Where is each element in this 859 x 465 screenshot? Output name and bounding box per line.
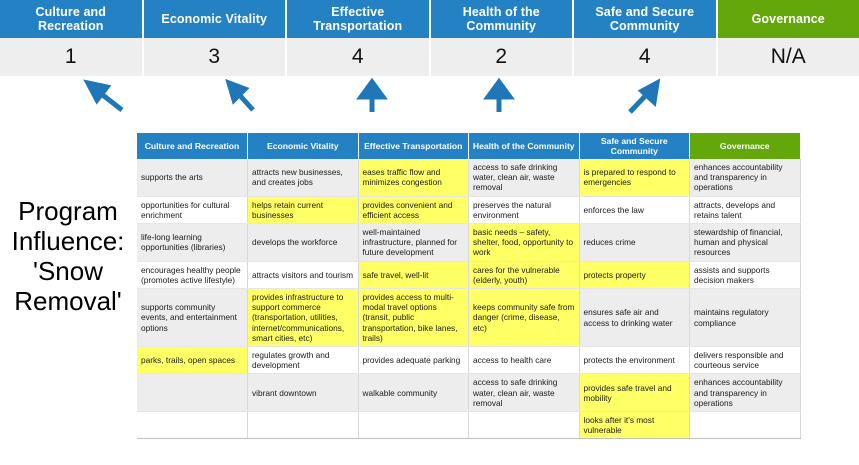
matrix-cell-highlighted: provides convenient and efficient access bbox=[358, 196, 469, 225]
table-row: life-long learning opportunities (librar… bbox=[137, 223, 801, 262]
scorecard-value-culture-and-recreation: 1 bbox=[0, 38, 144, 76]
scorecard-header-governance: Governance bbox=[717, 0, 859, 38]
matrix-cell: maintains regulatory compliance bbox=[689, 288, 801, 348]
table-row: parks, trails, open spaces regulates grow… bbox=[137, 346, 801, 375]
matrix-cell: assists and supports decision makers bbox=[689, 261, 801, 290]
matrix-cell: encourages healthy people (promotes acti… bbox=[137, 261, 248, 290]
matrix-column-header-health-of-the-community: Health of the Community bbox=[468, 133, 580, 159]
matrix-cell bbox=[358, 411, 469, 440]
matrix-cell: attracts, develops and retains talent bbox=[689, 196, 801, 225]
table-row: looks after it's most vulnerable bbox=[137, 411, 801, 440]
matrix-cell: delivers responsible and courteous servi… bbox=[689, 346, 801, 375]
matrix-header: Culture and Recreation Economic Vitality E… bbox=[137, 133, 801, 159]
matrix-cell: supports the arts bbox=[137, 159, 248, 197]
matrix-cell: access to health care bbox=[468, 346, 580, 375]
matrix-cell: reduces crime bbox=[579, 223, 690, 262]
matrix-cell-highlighted: safe travel, well-lit bbox=[358, 261, 469, 290]
table-row: vibrant downtown walkable community access… bbox=[137, 373, 801, 413]
matrix-cell: opportunities for cultural enrichment bbox=[137, 196, 248, 225]
matrix-cell: life-long learning opportunities (librar… bbox=[137, 223, 248, 262]
arrow-safe-and-secure-community bbox=[628, 78, 661, 114]
outcomes-matrix-table: Culture and Recreation Economic Vitality E… bbox=[137, 133, 801, 440]
program-influence-caption: Program Influence: 'Snow Removal' bbox=[2, 196, 134, 316]
matrix-cell-highlighted: cares for the vulnerable (elderly, youth… bbox=[468, 261, 580, 290]
matrix-body: supports the arts attracts new businesses… bbox=[137, 159, 801, 440]
matrix-column-header-safe-and-secure-community: Safe and Secure Community bbox=[579, 133, 690, 159]
matrix-column-header-governance: Governance bbox=[689, 133, 801, 159]
matrix-cell: ensures safe air and access to drinking … bbox=[579, 288, 690, 348]
matrix-cell bbox=[137, 411, 248, 440]
matrix-cell-highlighted: is prepared to respond to emergencies bbox=[579, 159, 690, 197]
matrix-cell-highlighted: protects property bbox=[579, 261, 690, 290]
table-row: supports community events, and entertain… bbox=[137, 288, 801, 348]
matrix-cell-highlighted: provides safe travel and mobility bbox=[579, 373, 690, 413]
caption-line-2: Influence: bbox=[11, 226, 125, 256]
scorecard-header-effective-transportation: Effective Transportation bbox=[287, 0, 431, 38]
scorecard-summary: Culture and Recreation Economic Vitality E… bbox=[0, 0, 859, 76]
matrix-cell: attracts new businesses, and creates job… bbox=[247, 159, 359, 197]
matrix-cell-highlighted: eases traffic flow and minimizes congest… bbox=[358, 159, 469, 197]
matrix-cell: access to safe drinking water, clean air… bbox=[468, 373, 580, 413]
matrix-cell-highlighted: basic needs – safety, shelter, food, opp… bbox=[468, 223, 580, 262]
matrix-cell bbox=[137, 373, 248, 413]
matrix-cell-highlighted: looks after it's most vulnerable bbox=[579, 411, 690, 440]
caption-line-1: Program bbox=[18, 196, 118, 226]
scorecard-value-safe-and-secure-community: 4 bbox=[574, 38, 718, 76]
matrix-cell: provides adequate parking bbox=[358, 346, 469, 375]
matrix-cell: access to safe drinking water, clean air… bbox=[468, 159, 580, 197]
table-row: supports the arts attracts new businesses… bbox=[137, 159, 801, 197]
matrix-column-header-culture-and-recreation: Culture and Recreation bbox=[137, 133, 248, 159]
scorecard-value-governance: N/A bbox=[770, 45, 806, 68]
matrix-cell bbox=[468, 411, 580, 440]
matrix-cell bbox=[689, 411, 801, 440]
matrix-cell: supports community events, and entertain… bbox=[137, 288, 248, 348]
matrix-cell-highlighted: provides infrastructure to support comme… bbox=[247, 288, 359, 348]
arrow-group bbox=[83, 77, 661, 114]
matrix-cell-highlighted: parks, trails, open spaces bbox=[137, 346, 248, 375]
table-row: encourages healthy people (promotes acti… bbox=[137, 261, 801, 290]
scorecard-header-row: Culture and Recreation Economic Vitality E… bbox=[0, 0, 859, 38]
matrix-cell: enhances accountability and transparency… bbox=[689, 159, 801, 197]
matrix-header-row: Culture and Recreation Economic Vitality E… bbox=[137, 133, 801, 159]
matrix-cell bbox=[247, 411, 359, 440]
arrow-effective-transportation bbox=[356, 77, 388, 112]
matrix-cell: stewardship of financial, human and phys… bbox=[689, 223, 801, 262]
scorecard-header-economic-vitality: Economic Vitality bbox=[143, 0, 287, 38]
matrix-cell: enhances accountability and transparency… bbox=[689, 373, 801, 413]
matrix-cell-highlighted: keeps community safe from danger (crime,… bbox=[468, 288, 580, 348]
caption-line-4: Removal' bbox=[14, 286, 122, 316]
scorecard-header-safe-and-secure-community: Safe and Secure Community bbox=[574, 0, 718, 38]
matrix-cell: develops the workforce bbox=[247, 223, 359, 262]
matrix-cell: attracts visitors and tourism bbox=[247, 261, 359, 290]
matrix-cell-highlighted: helps retain current businesses bbox=[247, 196, 359, 225]
arrow-culture-and-recreation bbox=[83, 79, 124, 112]
matrix-cell: vibrant downtown bbox=[247, 373, 359, 413]
matrix-cell: walkable community bbox=[358, 373, 469, 413]
arrow-health-of-the-community bbox=[483, 77, 515, 112]
matrix-column-header-economic-vitality: Economic Vitality bbox=[247, 133, 359, 159]
matrix-cell: protects the environment bbox=[579, 346, 690, 375]
matrix-cell-highlighted: provides access to multi-modal travel op… bbox=[358, 288, 469, 348]
matrix-cell: preserves the natural environment bbox=[468, 196, 580, 225]
table-row: opportunities for cultural enrichment hel… bbox=[137, 196, 801, 225]
matrix-cell: regulates growth and development bbox=[247, 346, 359, 375]
scorecard-value-health-of-the-community: 2 bbox=[431, 38, 574, 76]
matrix-cell: well-maintained infrastructure, planned … bbox=[358, 223, 469, 262]
caption-line-3: 'Snow bbox=[32, 256, 103, 286]
scorecard-value-effective-transportation: 4 bbox=[287, 38, 431, 76]
matrix-cell: enforces the law bbox=[579, 196, 690, 225]
matrix-column-header-effective-transportation: Effective Transportation bbox=[358, 133, 469, 159]
scorecard-header-culture-and-recreation: Culture and Recreation bbox=[0, 0, 144, 38]
scorecard-header-health-of-the-community: Health of the Community bbox=[430, 0, 574, 38]
scorecard-value-economic-vitality: 3 bbox=[144, 38, 287, 76]
arrow-economic-vitality bbox=[225, 78, 255, 112]
scorecard-value-row: 1 3 4 2 4 N/A bbox=[0, 38, 859, 76]
